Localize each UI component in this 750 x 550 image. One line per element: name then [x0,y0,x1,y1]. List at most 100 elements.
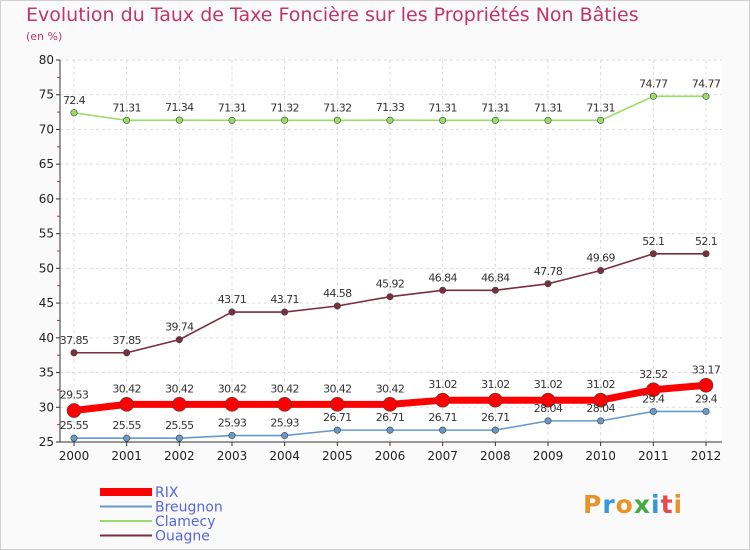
chart-unit: (en %) [26,30,63,43]
data-label-clamecy: 71.31 [481,101,510,114]
data-label-rix: 31.02 [481,378,510,391]
data-label-rix: 30.42 [270,382,299,395]
data-point-rix [224,397,240,412]
data-point-clamecy [123,116,131,124]
y-tick-label: 30 [39,400,54,414]
data-label-breugnon: 25.93 [218,417,247,430]
data-point-clamecy [544,116,552,124]
y-tick-label: 65 [39,157,54,171]
data-point-rix [172,397,187,412]
data-label-breugnon: 29.4 [642,392,665,405]
data-label-ouagne: 45.92 [376,278,405,291]
logo-letter: i [673,490,684,519]
logo-letter: i [651,490,661,519]
x-tick-label: 2010 [585,449,616,463]
data-point-rix [119,397,134,412]
data-point-breugnon [70,434,78,442]
data-point-clamecy [649,92,657,100]
data-label-clamecy: 71.32 [270,101,299,114]
logo-letter: r [602,490,616,519]
data-label-rix: 33.17 [692,363,721,376]
data-label-clamecy: 71.31 [534,101,563,114]
logo-letter: o [615,490,634,519]
data-label-breugnon: 26.71 [323,411,352,424]
logo-letter: t [660,490,674,519]
data-label-rix: 31.02 [534,378,563,391]
legend-label-breugnon: Breugnon [155,500,223,516]
data-point-breugnon [123,434,131,442]
y-tick-label: 75 [39,88,54,102]
data-label-clamecy: 71.31 [428,101,457,114]
data-label-breugnon: 26.71 [481,411,510,424]
data-point-ouagne [544,280,552,288]
y-tick-label: 55 [39,227,54,241]
x-tick-label: 2002 [164,449,195,463]
data-point-ouagne [597,267,605,275]
data-label-breugnon: 28.04 [586,402,615,415]
data-label-rix: 30.42 [112,382,141,395]
data-label-rix: 30.42 [376,382,405,395]
x-tick-label: 2005 [322,449,353,463]
data-point-clamecy [228,116,236,124]
y-tick-label: 40 [39,331,54,345]
data-label-clamecy: 74.77 [692,77,721,90]
data-label-clamecy: 74.77 [639,77,668,90]
data-point-breugnon [439,426,447,434]
data-label-breugnon: 26.71 [428,411,457,424]
legend-label-ouagne: Ouagne [155,529,210,545]
x-tick-label: 2011 [638,449,669,463]
data-label-clamecy: 71.32 [323,101,352,114]
legend-label-clamecy: Clamecy [155,514,215,530]
data-label-clamecy: 71.31 [112,101,141,114]
data-point-ouagne [281,308,289,316]
data-point-ouagne [491,286,499,294]
data-label-rix: 29.53 [60,389,89,402]
data-point-breugnon [386,426,394,434]
data-point-clamecy [175,116,183,124]
proxiti-logo: Proxiti [583,490,683,519]
data-label-clamecy: 72.4 [63,94,86,107]
y-tick-label: 45 [39,296,54,310]
data-point-ouagne [228,308,236,316]
data-point-ouagne [175,336,183,344]
data-point-breugnon [544,417,552,425]
data-label-ouagne: 52.1 [695,235,717,248]
data-label-clamecy: 71.33 [376,101,405,114]
data-label-ouagne: 43.71 [218,293,247,306]
data-point-ouagne [386,293,394,301]
data-point-ouagne [333,302,341,310]
y-tick-label: 80 [39,53,54,67]
data-point-clamecy [333,116,341,124]
data-label-ouagne: 39.74 [165,321,194,334]
data-point-rix [593,392,608,408]
data-label-ouagne: 46.84 [481,271,510,284]
data-point-ouagne [649,250,657,258]
legend-label-rix: RIX [155,485,179,501]
logo-letter: P [583,490,603,519]
data-label-clamecy: 71.31 [218,101,247,114]
data-label-clamecy: 71.31 [586,101,615,114]
y-tick-label: 35 [39,366,54,380]
data-point-rix [646,382,661,398]
data-point-clamecy [702,92,710,100]
data-point-ouagne [439,286,447,294]
data-point-rix [277,397,292,412]
data-point-rix [435,392,450,408]
data-point-breugnon [281,432,289,440]
x-tick-label: 2000 [59,449,90,463]
data-label-ouagne: 46.84 [428,271,457,284]
data-label-ouagne: 47.78 [534,265,563,278]
x-tick-label: 2003 [217,449,248,463]
chart-title: Evolution du Taux de Taxe Foncière sur l… [26,4,639,26]
data-label-ouagne: 49.69 [586,252,615,265]
data-point-breugnon [491,426,499,434]
data-point-rix [540,392,556,408]
data-label-breugnon: 25.93 [270,417,299,430]
data-label-breugnon: 28.04 [534,402,563,415]
data-point-breugnon [175,434,183,442]
x-tick-label: 2007 [427,449,458,463]
data-label-breugnon: 26.71 [376,411,405,424]
data-point-breugnon [333,426,341,434]
data-label-ouagne: 52.1 [642,235,664,248]
y-tick-label: 60 [39,192,54,206]
